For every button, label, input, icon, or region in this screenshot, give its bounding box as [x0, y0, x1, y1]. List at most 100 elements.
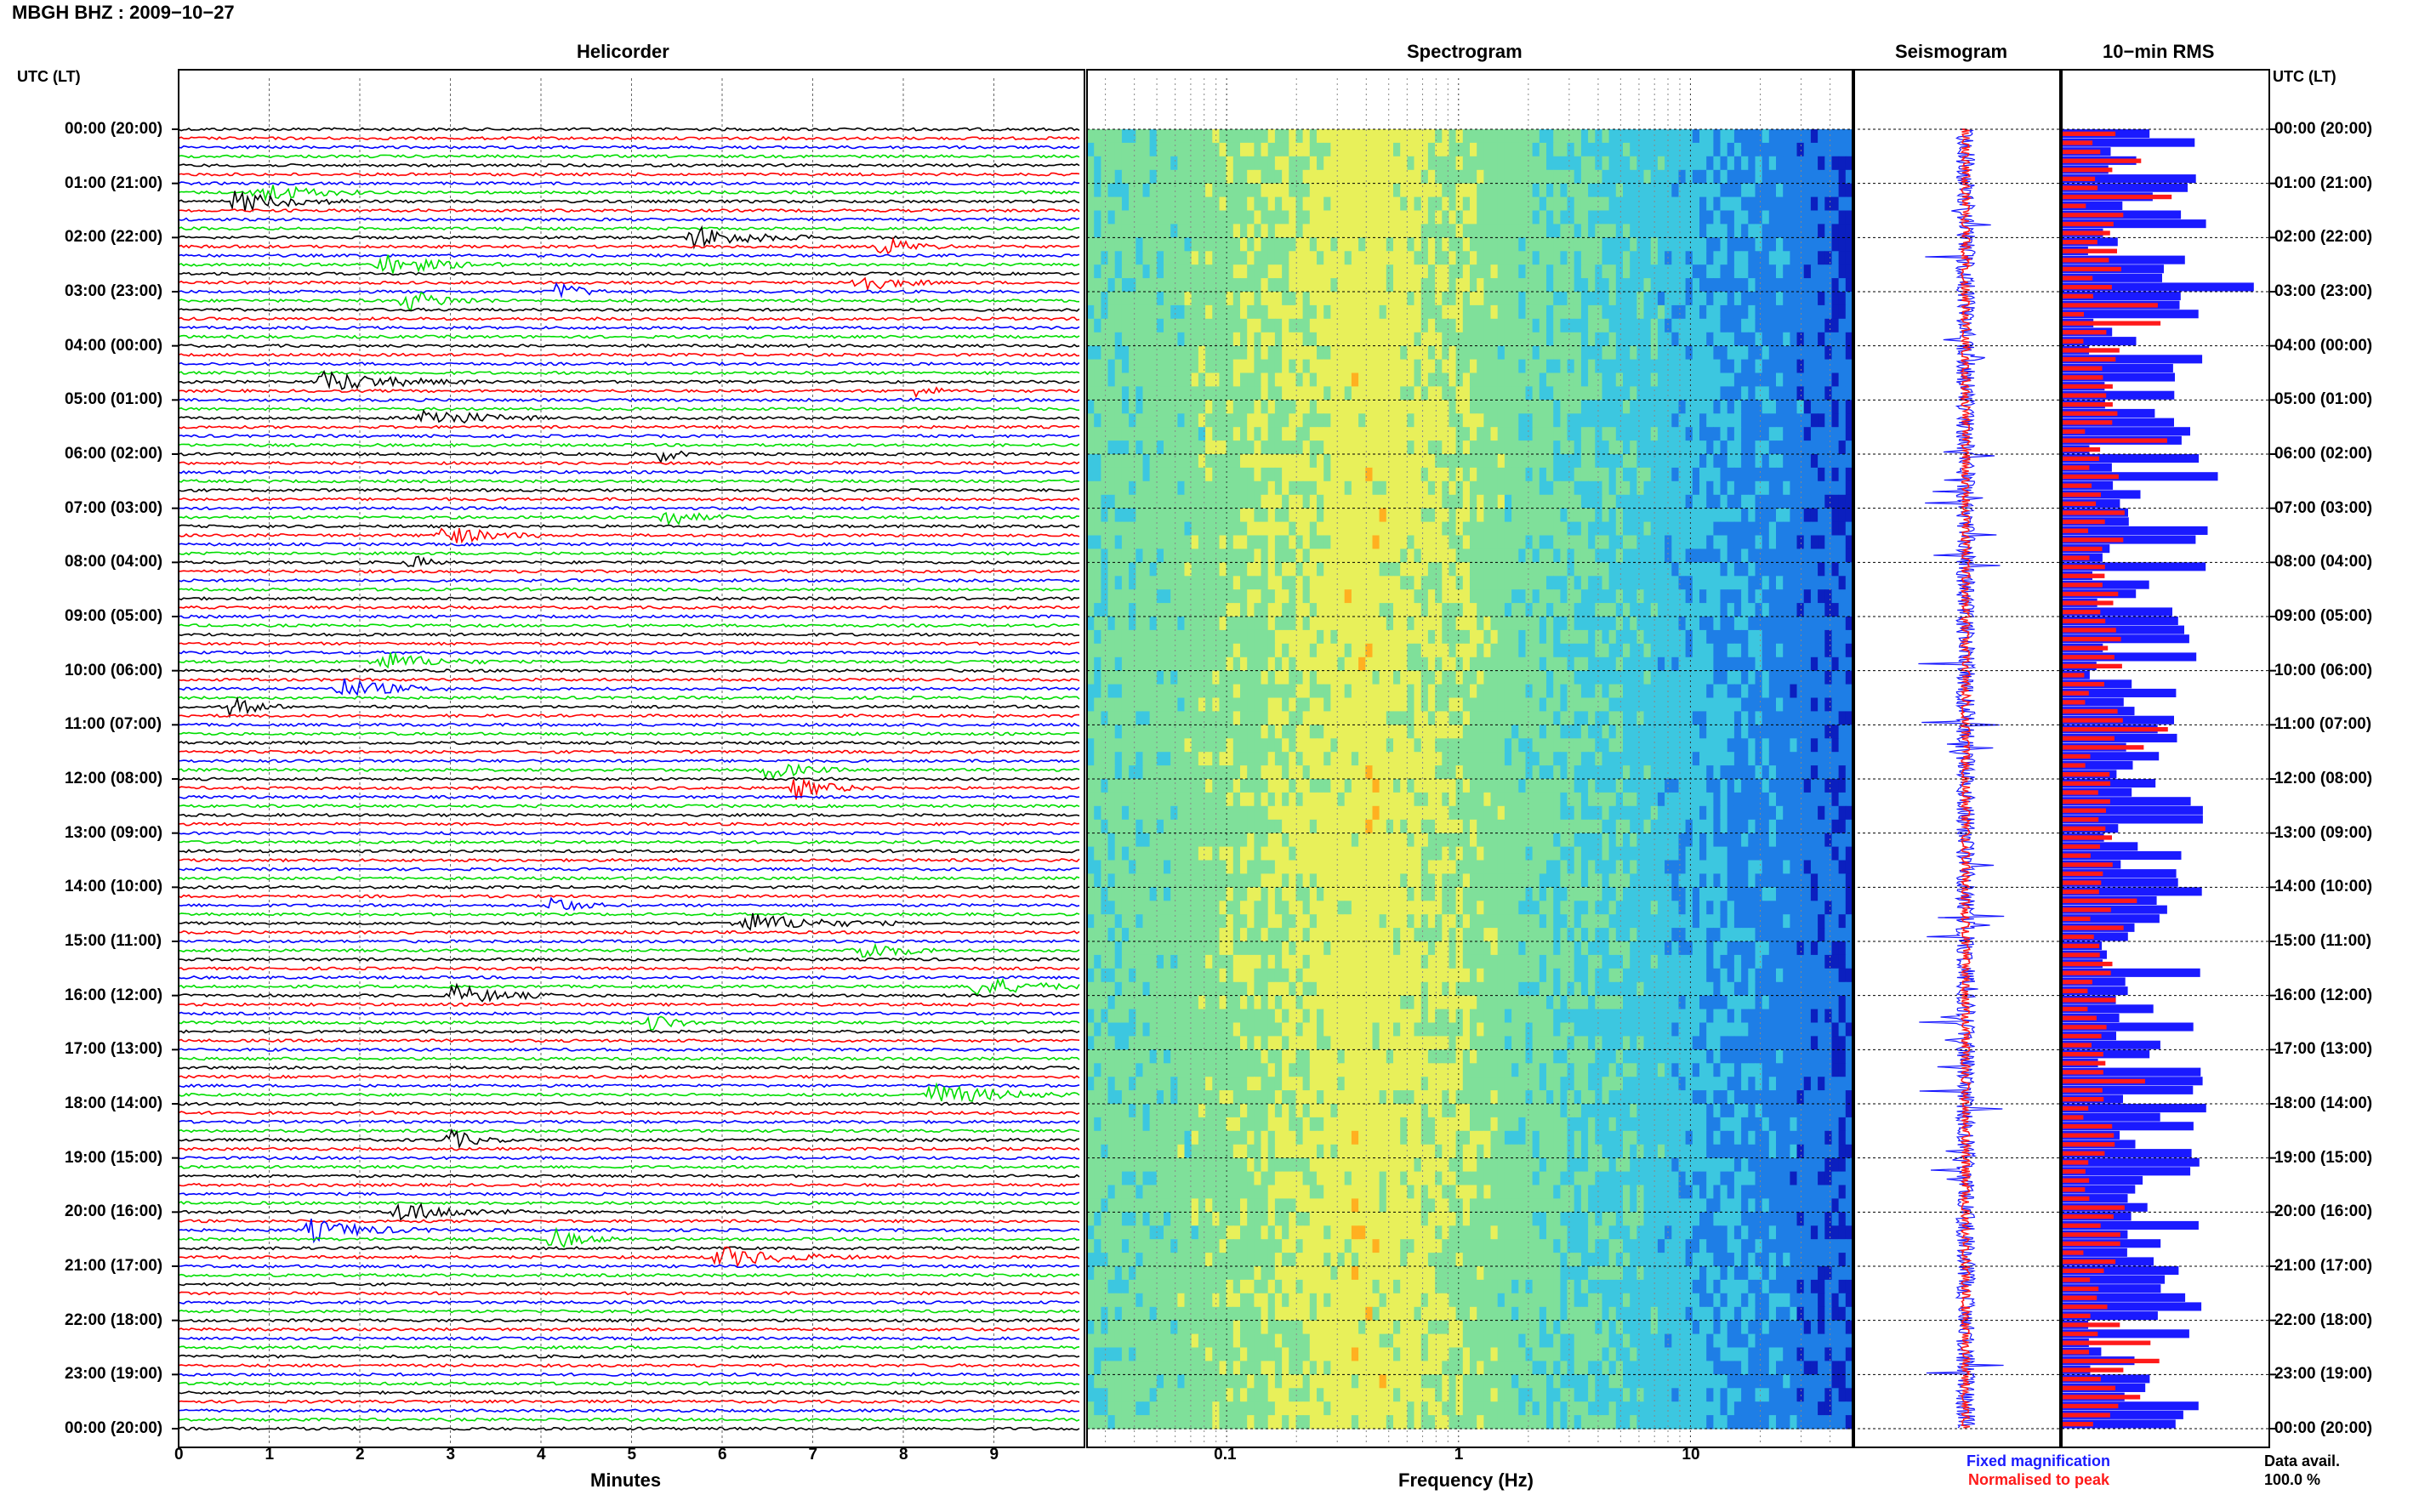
spectrogram-cell — [1483, 400, 1492, 414]
spectrogram-cell — [1497, 237, 1505, 252]
spectrogram-cell — [1580, 169, 1589, 185]
spectrogram-cell — [1400, 318, 1408, 333]
spectrogram-cell — [1580, 413, 1589, 428]
spectrogram-cell — [1254, 210, 1262, 225]
spectrogram-cell — [1414, 278, 1422, 293]
spectrogram-cell — [1803, 224, 1812, 238]
spectrogram-cell — [1240, 603, 1248, 617]
spectrogram-cell — [1741, 169, 1749, 185]
spectrogram-cell — [1608, 441, 1617, 455]
spectrogram-cell — [1483, 629, 1492, 645]
spectrogram-cell — [1232, 413, 1241, 428]
spectrogram-cell — [1261, 264, 1269, 279]
helicorder-trace — [178, 361, 1080, 367]
spectrogram-cell — [1198, 549, 1206, 563]
spectrogram-cell — [1727, 549, 1735, 563]
spectrogram-cell — [1344, 210, 1352, 225]
spectrogram-cell — [1164, 657, 1171, 672]
spectrogram-cell — [1650, 697, 1659, 712]
spectrogram-cell — [1184, 400, 1192, 414]
spectrogram-cell — [1790, 603, 1798, 617]
spectrogram-cell — [1685, 372, 1693, 387]
spectrogram-cell — [1685, 237, 1693, 252]
spectrogram-cell — [1657, 480, 1665, 496]
spectrogram-cell — [1470, 603, 1477, 617]
spectrogram-cell — [1511, 156, 1519, 171]
spectrogram-cell — [1776, 508, 1784, 523]
spectrogram-cell — [1240, 467, 1248, 482]
spectrogram-cell — [1511, 183, 1519, 198]
spectrogram-cell — [1372, 237, 1380, 252]
spectrogram-cell — [1741, 292, 1749, 306]
spectrogram-cell — [1470, 318, 1477, 333]
spectrogram-cell — [1094, 224, 1101, 238]
helicorder-trace — [178, 1191, 1080, 1197]
spectrogram-cell — [1720, 427, 1728, 441]
spectrogram-cell — [1525, 589, 1534, 604]
spectrogram-cell — [1755, 494, 1763, 509]
spectrogram-cell — [1824, 264, 1833, 279]
spectrogram-cell — [1671, 549, 1680, 563]
spectrogram-cell — [1845, 318, 1853, 333]
spectrogram-cell — [1177, 576, 1186, 590]
spectrogram-cell — [1580, 224, 1589, 238]
spectrogram-cell — [1595, 129, 1603, 144]
spectrogram-cell — [1838, 304, 1847, 320]
spectrogram-cell — [1824, 670, 1833, 685]
spectrogram-cell — [1136, 400, 1144, 414]
spectrogram-cell — [1699, 183, 1707, 198]
spectrogram-cell — [1379, 589, 1387, 604]
spectrogram-cell — [1595, 413, 1603, 428]
spectrogram-cell — [1525, 264, 1534, 279]
spectrogram-cell — [1602, 359, 1610, 374]
spectrogram-cell — [1713, 684, 1722, 699]
spectrogram-cell — [1149, 480, 1158, 496]
spectrogram-cell — [1790, 156, 1798, 171]
spectrogram-cell — [1588, 264, 1596, 279]
spectrogram-cell — [1191, 589, 1199, 604]
spectrogram-cell — [1643, 697, 1652, 712]
helicorder-trace — [178, 696, 1080, 719]
spectrogram-cell — [1643, 576, 1652, 590]
spectrogram-cell — [1553, 345, 1561, 361]
spectrogram-cell — [1386, 670, 1394, 685]
spectrogram-cell — [1295, 508, 1304, 523]
spectrogram-cell — [1121, 576, 1130, 590]
spectrogram-cell — [1170, 603, 1178, 617]
spectrogram-cell — [1636, 508, 1645, 523]
spectrogram-cell — [1267, 629, 1276, 645]
spectrogram-cell — [1323, 386, 1331, 401]
spectrogram-cell — [1323, 576, 1331, 590]
spectrogram-cell — [1657, 562, 1665, 577]
spectrogram-cell — [1532, 535, 1540, 549]
spectrogram-cell — [1435, 400, 1443, 414]
spectrogram-cell — [1630, 278, 1637, 293]
spectrogram-cell — [1713, 224, 1722, 238]
helicorder-trace — [178, 542, 1080, 547]
spectrogram-cell — [1490, 508, 1499, 523]
spectrogram-cell — [1323, 508, 1331, 523]
spectrogram-cell — [1504, 400, 1512, 414]
spectrogram-cell — [1755, 210, 1763, 225]
spectrogram-cell — [1289, 643, 1297, 658]
spectrogram-cell — [1678, 427, 1687, 441]
spectrogram-cell — [1671, 467, 1680, 482]
spectrogram-cell — [1532, 670, 1540, 685]
spectrogram-cell — [1232, 549, 1241, 563]
spectrogram-cell — [1295, 400, 1304, 414]
spectrogram-cell — [1546, 264, 1554, 279]
spectrogram-cell — [1553, 413, 1561, 428]
spectrogram-cell — [1142, 670, 1151, 685]
spectrogram-cell — [1713, 345, 1722, 361]
spectrogram-cell — [1191, 251, 1199, 265]
spectrogram-cell — [1741, 251, 1749, 265]
spectrogram-cell — [1420, 224, 1429, 238]
spectrogram-cell — [1414, 629, 1422, 645]
spectrogram-cell — [1455, 304, 1464, 320]
spectrogram-cell — [1261, 386, 1269, 401]
spectrogram-cell — [1351, 332, 1359, 347]
spectrogram-cell — [1323, 427, 1331, 441]
spectrogram-cell — [1337, 535, 1346, 549]
spectrogram-cell — [1274, 441, 1283, 455]
spectrogram-cell — [1400, 251, 1408, 265]
